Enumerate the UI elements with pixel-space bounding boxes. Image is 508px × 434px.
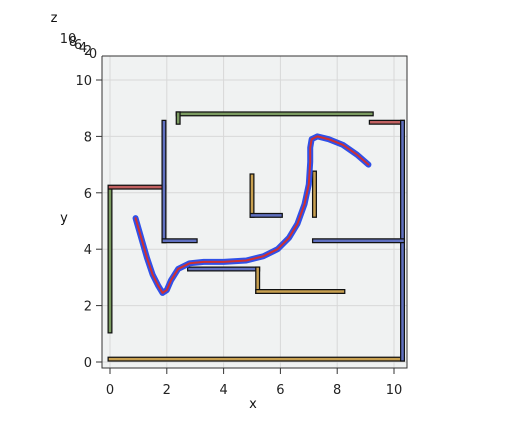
y-tick-label: 8 [84,130,92,145]
x-tick-label: 4 [219,383,227,398]
y-tick-label: 6 [84,187,92,202]
z-axis-label: z [51,11,58,26]
x-tick-labels: 0 2 4 6 8 10 [106,368,402,398]
y-axis-label: y [60,211,68,226]
z-tick-label: 0 [89,47,97,62]
outer-frame [101,55,408,369]
x-tick-label: 8 [333,383,341,398]
maze-walls [107,111,406,362]
y-tick-label: 10 [75,74,92,89]
y-tick-label: 0 [84,356,92,371]
path-line-red [134,135,370,294]
y-tick-label: 2 [84,300,92,315]
z-tick-label: 10 [60,32,77,47]
path-series [132,133,372,296]
x-tick-label: 0 [106,383,114,398]
x-tick-label: 2 [163,383,171,398]
x-tick-label: 10 [386,383,403,398]
x-axis-label: x [249,397,257,412]
z-tick-label: 4 [79,41,87,56]
y-tick-label: 4 [84,243,92,258]
z-tick-label: 2 [84,44,92,59]
z-tick-label: 8 [69,35,77,50]
z-tick-label: 6 [74,38,82,53]
y-tick-labels: 0 2 4 6 8 10 [75,74,102,371]
x-tick-label: 6 [276,383,284,398]
